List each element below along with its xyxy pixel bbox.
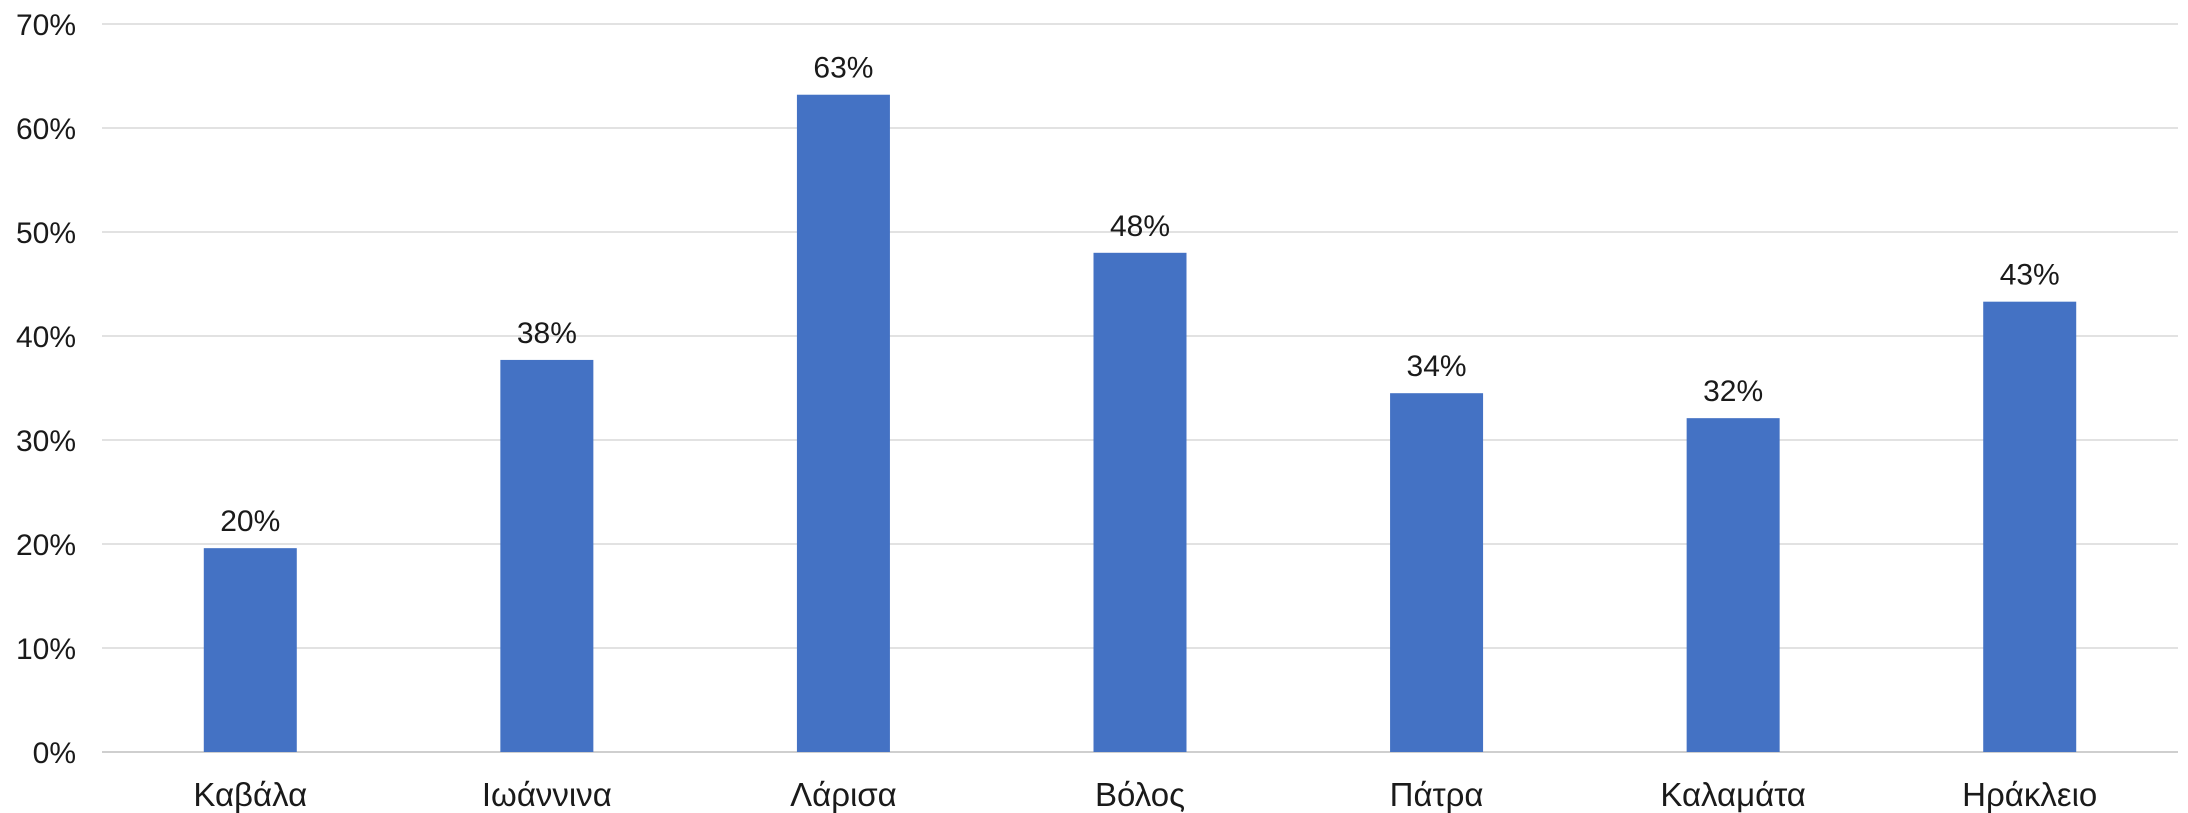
y-tick-label: 20% bbox=[16, 529, 76, 562]
x-tick-label: Ηράκλειο bbox=[1962, 776, 2097, 813]
y-tick-label: 10% bbox=[16, 633, 76, 666]
data-label: 38% bbox=[517, 317, 577, 350]
bar bbox=[1390, 393, 1484, 752]
y-axis-tick-labels: 0% 10% 20% 30% 40% 50% 60% 70% bbox=[16, 9, 76, 770]
data-label: 43% bbox=[2000, 259, 2060, 292]
x-tick-label: Καλαμάτα bbox=[1660, 776, 1806, 813]
bar bbox=[1686, 418, 1780, 752]
data-label: 48% bbox=[1110, 210, 1170, 243]
data-label: 20% bbox=[220, 505, 280, 538]
data-label: 32% bbox=[1703, 375, 1763, 408]
y-tick-label: 30% bbox=[16, 425, 76, 458]
x-tick-label: Πάτρα bbox=[1390, 776, 1484, 813]
x-axis-category-labels: Καβάλα Ιωάννινα Λάρισα Βόλος Πάτρα Καλαμάτα Ηρ… bbox=[193, 776, 2097, 813]
bar bbox=[203, 548, 297, 752]
x-tick-label: Βόλος bbox=[1095, 776, 1185, 813]
y-tick-label: 50% bbox=[16, 217, 76, 250]
y-tick-label: 40% bbox=[16, 321, 76, 354]
bar bbox=[1983, 301, 2077, 752]
y-tick-label: 0% bbox=[33, 737, 76, 770]
bar bbox=[500, 359, 594, 752]
x-tick-label: Καβάλα bbox=[193, 776, 307, 813]
bars bbox=[203, 94, 2077, 753]
data-label: 34% bbox=[1407, 350, 1467, 383]
data-labels: 20% 38% 63% 48% 34% 32% 43% bbox=[220, 52, 2059, 538]
x-tick-label: Λάρισα bbox=[790, 776, 897, 813]
data-label: 63% bbox=[813, 52, 873, 85]
bar bbox=[796, 94, 890, 753]
bar bbox=[1093, 252, 1187, 753]
y-tick-label: 70% bbox=[16, 9, 76, 42]
x-tick-label: Ιωάννινα bbox=[482, 776, 612, 813]
y-tick-label: 60% bbox=[16, 113, 76, 146]
